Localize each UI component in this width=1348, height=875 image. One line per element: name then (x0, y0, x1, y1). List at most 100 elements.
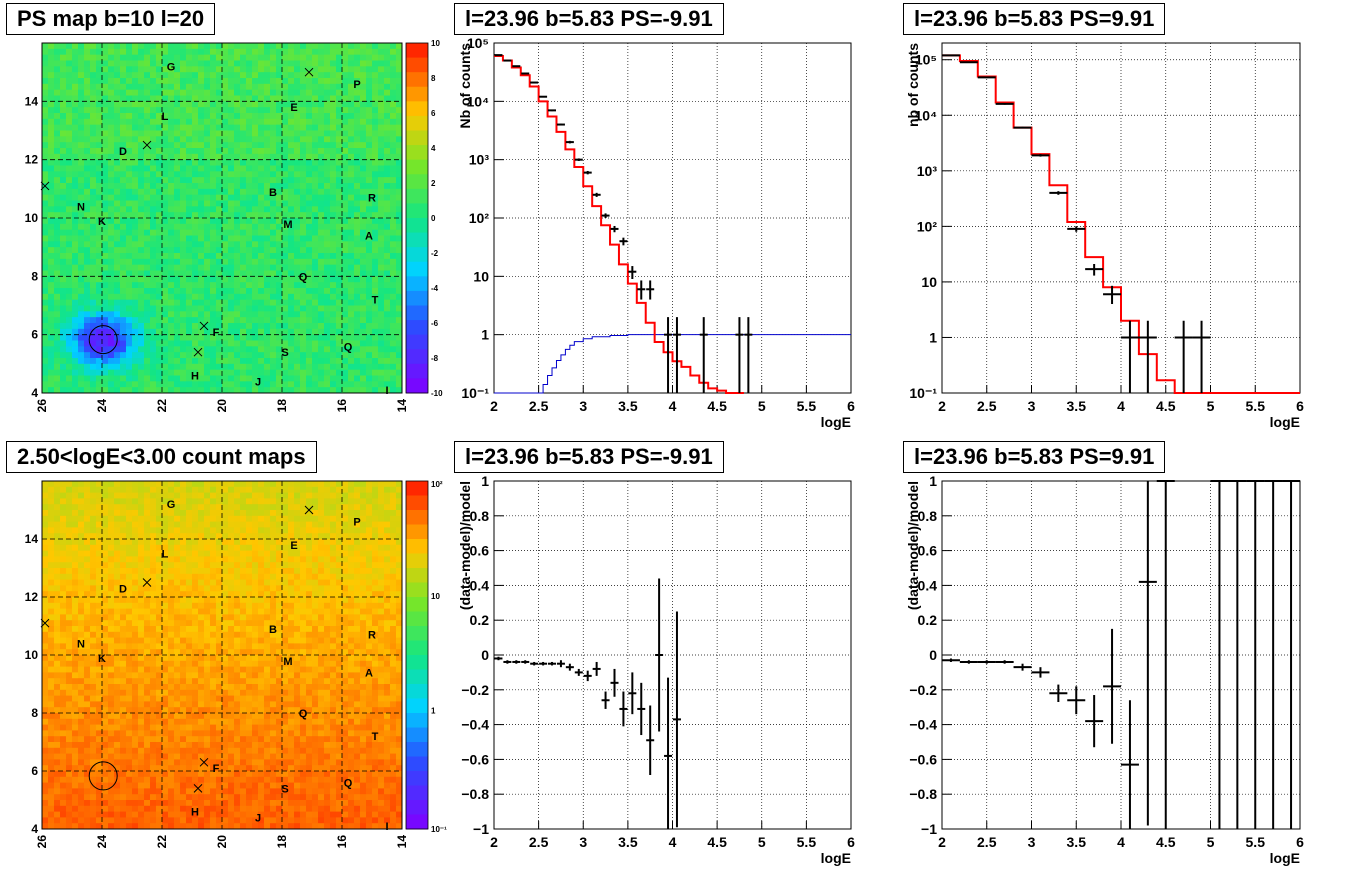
map-cell (84, 568, 91, 575)
map-cell (42, 730, 49, 737)
map-cell (288, 264, 295, 271)
map-cell (108, 765, 115, 772)
map-cell (162, 533, 169, 540)
map-cell (54, 288, 61, 295)
map-cell (360, 83, 367, 91)
map-cell (156, 811, 163, 818)
palette-tick-label: 0 (431, 214, 436, 223)
map-cell (114, 486, 121, 493)
map-cell (210, 72, 217, 79)
map-cell (84, 78, 91, 85)
map-cell (198, 188, 205, 196)
map-cell (114, 288, 121, 295)
map-cell (252, 43, 259, 50)
map-cell (78, 72, 85, 79)
map-cell (72, 212, 79, 219)
map-cell (180, 171, 187, 178)
map-cell (90, 579, 97, 586)
map-cell (174, 165, 181, 172)
map-cell (156, 707, 163, 714)
map-cell (252, 124, 259, 131)
map-y-tick-label: 8 (31, 269, 38, 283)
map-cell (60, 305, 67, 312)
map-cell (126, 753, 133, 760)
map-cell (96, 579, 103, 586)
map-cell (264, 317, 271, 324)
map-cell (258, 212, 265, 219)
map-cell (42, 515, 49, 522)
map-cell (288, 305, 295, 312)
map-cell (240, 317, 247, 324)
map-cell (156, 352, 163, 359)
map-cell (114, 241, 121, 248)
map-cell (222, 194, 229, 201)
map-cell (132, 270, 139, 277)
map-cell (42, 48, 49, 56)
map-cell (246, 66, 253, 73)
map-cell (42, 235, 49, 242)
map-cell (228, 66, 235, 73)
map-cell (330, 387, 337, 394)
map-cell (234, 188, 241, 196)
map-cell (138, 620, 145, 627)
map-cell (102, 346, 109, 353)
map-cell (150, 585, 157, 592)
map-cell (78, 247, 85, 254)
map-cell (126, 637, 133, 644)
palette-band (406, 261, 428, 277)
map-cell (216, 311, 223, 318)
map-x-tick-label: 20 (215, 399, 229, 413)
map-cell (138, 369, 145, 376)
map-cell (354, 148, 361, 155)
map-cell (366, 72, 373, 79)
map-cell (144, 649, 151, 656)
map-cell (180, 229, 187, 236)
map-cell (120, 753, 127, 760)
map-cell (42, 597, 49, 604)
map-cell (318, 60, 325, 67)
map-cell (246, 101, 253, 108)
map-cell (54, 72, 61, 79)
map-cell (138, 655, 145, 662)
map-cell (300, 253, 307, 260)
map-cell (264, 346, 271, 353)
map-cell (72, 346, 79, 353)
map-cell (138, 159, 145, 166)
map-cell (138, 724, 145, 731)
map-cell (342, 72, 349, 79)
map-cell (204, 130, 211, 137)
map-cell (120, 183, 127, 190)
map-cell (66, 323, 73, 330)
map-cell (396, 282, 403, 289)
map-cell (216, 83, 223, 91)
map-cell (120, 124, 127, 131)
map-cell (186, 311, 193, 318)
map-cell (354, 270, 361, 277)
map-cell (66, 660, 73, 667)
map-cell (66, 707, 73, 714)
map-cell (276, 66, 283, 73)
map-cell (150, 724, 157, 731)
map-cell (258, 153, 265, 161)
map-cell (330, 235, 337, 242)
map-cell (150, 323, 157, 330)
map-cell (246, 177, 253, 184)
map-cell (156, 270, 163, 277)
map-cell (384, 118, 391, 126)
map-cell (384, 142, 391, 149)
map-cell (240, 241, 247, 248)
map-cell (126, 620, 133, 627)
map-cell (102, 54, 109, 61)
map-cell (54, 142, 61, 149)
map-cell (252, 317, 259, 324)
map-cell (240, 299, 247, 306)
map-cell (282, 317, 289, 324)
map-cell (78, 223, 85, 231)
map-cell (120, 666, 127, 673)
map-cell (54, 591, 61, 598)
map-cell (114, 118, 121, 126)
map-cell (48, 299, 55, 306)
map-cell (330, 293, 337, 301)
map-cell (90, 504, 97, 511)
map-cell (120, 95, 127, 102)
